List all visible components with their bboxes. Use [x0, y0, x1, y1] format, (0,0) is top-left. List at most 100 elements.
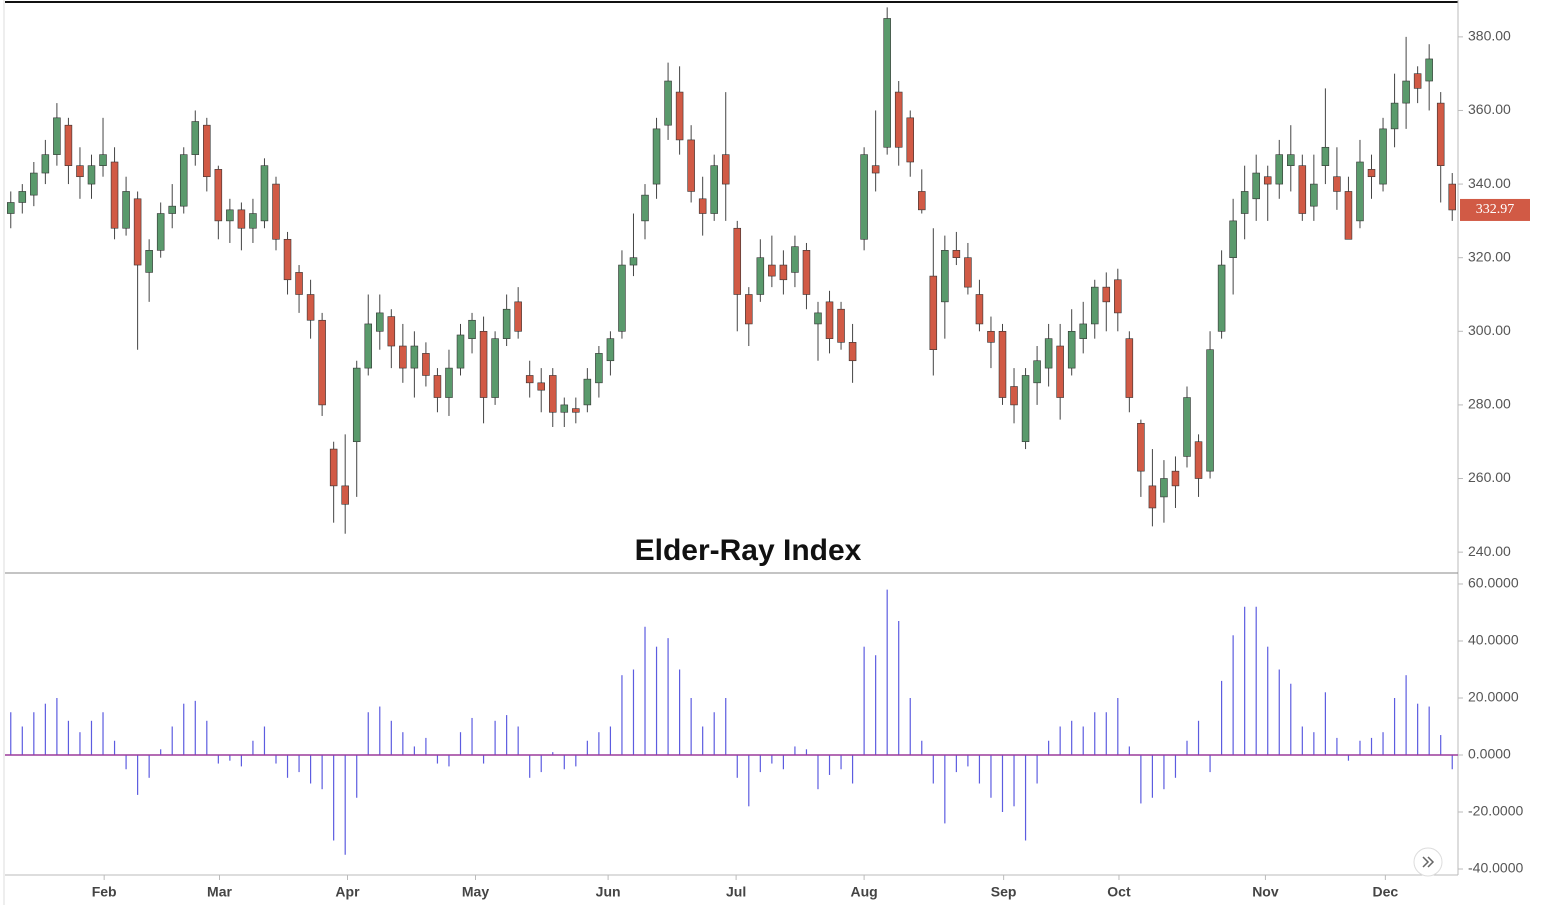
x-tick-label: May — [462, 884, 489, 900]
candle-body — [618, 264, 626, 332]
x-tick-label: Apr — [335, 884, 360, 900]
candle-body — [1402, 80, 1410, 104]
candle-body — [502, 308, 511, 339]
candle-body — [779, 264, 788, 281]
x-tick-label: Sep — [991, 884, 1017, 900]
x-tick-label: Jul — [726, 884, 746, 900]
candle-body — [629, 257, 638, 266]
candle-body — [329, 448, 338, 487]
candle-body — [1298, 165, 1307, 214]
candle-body — [1044, 338, 1053, 369]
expand-button[interactable] — [1413, 847, 1443, 877]
candle-body — [768, 264, 776, 277]
candle-body — [1137, 423, 1145, 472]
candle-body — [1114, 279, 1122, 314]
candle-body — [30, 172, 38, 196]
button-icon[interactable] — [1422, 856, 1435, 868]
candle-body — [814, 312, 822, 325]
candle-body — [422, 353, 430, 376]
y-tick-label: 320.00 — [1468, 248, 1511, 264]
candle-body — [641, 194, 649, 222]
candle-body — [1287, 154, 1295, 166]
candle-body — [1229, 220, 1237, 258]
last-price-box — [1460, 198, 1530, 221]
candle-body — [1010, 386, 1018, 406]
candle-body — [837, 308, 845, 343]
candle-body — [1436, 102, 1445, 166]
candle-body — [548, 375, 557, 413]
candle-body — [76, 165, 84, 178]
candle-body — [133, 198, 142, 266]
y-tick-label: 20.0000 — [1468, 689, 1519, 705]
candle-body — [871, 165, 880, 174]
candle-body — [179, 154, 188, 207]
candle-body — [802, 250, 811, 295]
candle-body — [998, 330, 1007, 398]
candle-body — [433, 375, 442, 398]
candle-body — [53, 117, 61, 155]
candle-body — [364, 323, 373, 369]
candle-body — [87, 165, 96, 185]
y-tick-label: -20.0000 — [1468, 803, 1523, 819]
candle-body — [687, 139, 695, 192]
candle-body — [572, 408, 580, 413]
candle-body — [214, 169, 223, 222]
candle-body — [64, 124, 73, 166]
candle-body — [941, 250, 949, 303]
candle-body — [295, 272, 303, 295]
candle-body — [306, 294, 315, 321]
candle-body — [1344, 191, 1353, 240]
y-tick-label: 60.0000 — [1468, 575, 1519, 591]
candle-body — [906, 117, 915, 163]
candle-body — [606, 338, 615, 362]
candle-body — [479, 330, 488, 398]
candle-body — [894, 91, 903, 148]
candle-body — [987, 330, 995, 343]
candle-body — [652, 128, 661, 185]
y-tick-label: 300.00 — [1468, 322, 1511, 338]
candle-body — [1217, 264, 1226, 332]
candle-body — [1310, 183, 1318, 207]
x-tick-label: Jun — [596, 884, 621, 900]
candle-body — [203, 124, 211, 178]
candle-body — [1390, 102, 1399, 130]
candle-body — [1367, 169, 1376, 178]
candle-body — [525, 375, 534, 384]
candle-body — [1252, 172, 1260, 200]
candle-body — [675, 91, 684, 141]
candle-body — [468, 319, 476, 339]
candle-body — [41, 154, 50, 174]
candle-body — [1321, 146, 1330, 166]
candle-body — [756, 257, 765, 295]
candle-body — [964, 257, 972, 288]
candle-body — [318, 319, 326, 406]
candle-body — [399, 345, 407, 369]
candle-body — [1194, 441, 1203, 479]
candle-body — [825, 301, 834, 339]
candle-body — [341, 485, 349, 505]
last-price-label: 332.97 — [1476, 202, 1515, 217]
candle-body — [929, 275, 938, 350]
candle-body — [191, 121, 200, 155]
candle-body — [145, 250, 153, 273]
candle-body — [110, 161, 119, 229]
candle-body — [698, 198, 707, 214]
y-tick-label: 360.00 — [1468, 101, 1511, 117]
candle-body — [237, 209, 246, 229]
x-tick-label: Oct — [1107, 884, 1131, 900]
candle-body — [168, 205, 176, 214]
candle-body — [791, 246, 799, 273]
candle-body — [1056, 345, 1064, 398]
candle-body — [1160, 478, 1168, 498]
candle-body — [283, 238, 292, 281]
y-tick-label: 0.0000 — [1468, 746, 1511, 762]
candle-body — [456, 334, 465, 369]
candle-body — [918, 191, 926, 211]
candle-body — [1448, 183, 1456, 211]
candle-body — [1356, 161, 1364, 222]
candle-body — [952, 250, 961, 258]
candle-body — [883, 18, 891, 148]
candle-body — [99, 154, 107, 166]
